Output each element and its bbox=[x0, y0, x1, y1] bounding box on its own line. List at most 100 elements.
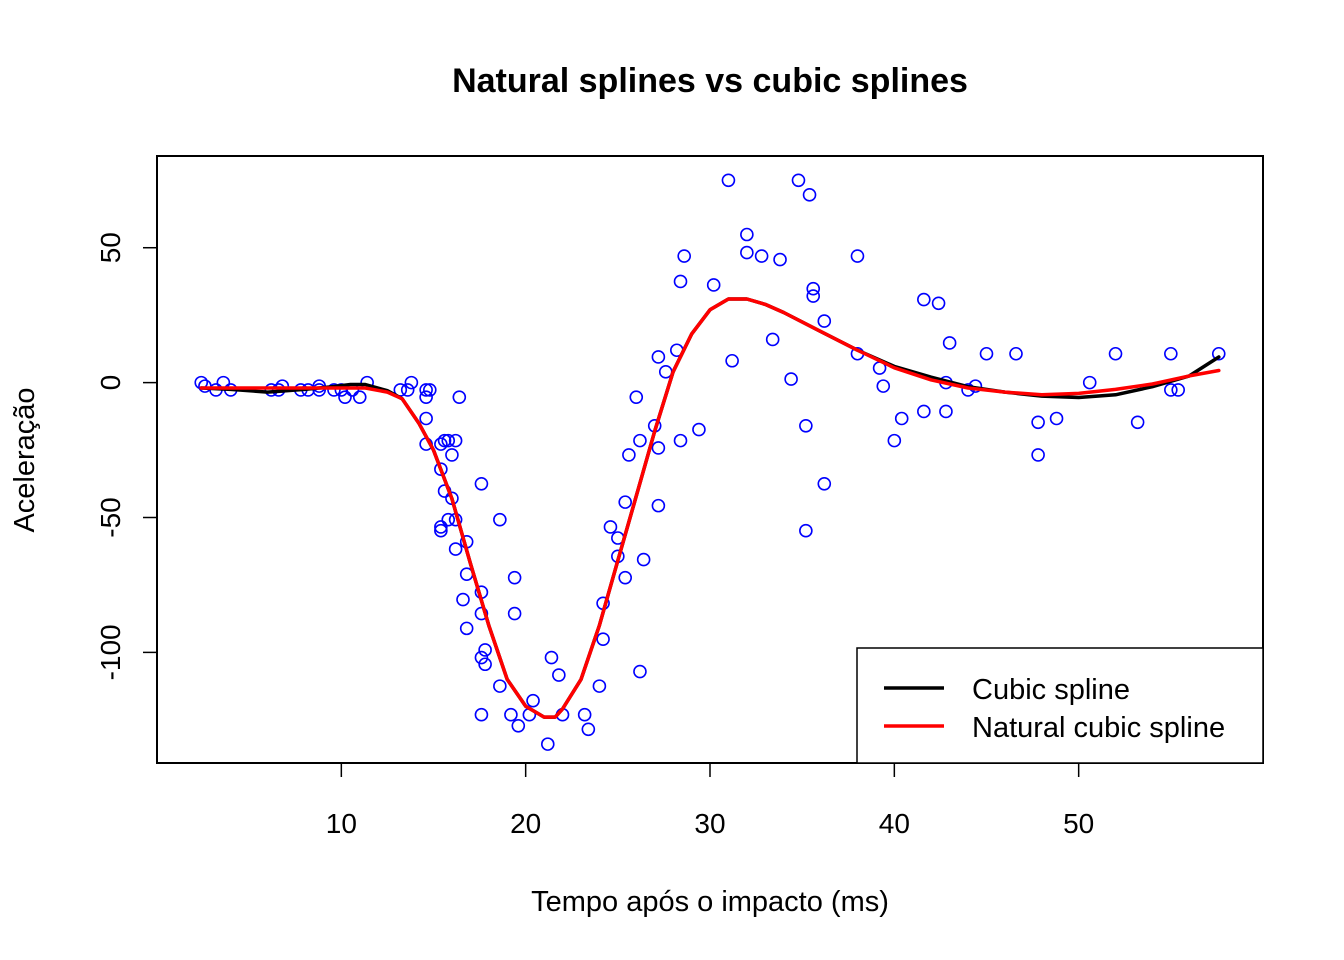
data-point bbox=[327, 383, 341, 397]
legend: Cubic spline Natural cubic spline bbox=[856, 647, 1264, 764]
data-point bbox=[474, 650, 489, 665]
data-point bbox=[1171, 383, 1186, 397]
data-point bbox=[651, 441, 666, 455]
data-point bbox=[441, 433, 456, 448]
data-point bbox=[651, 498, 666, 513]
data-point bbox=[658, 365, 673, 379]
data-point bbox=[850, 249, 865, 263]
data-point bbox=[806, 281, 821, 296]
data-point bbox=[592, 679, 607, 693]
data-point bbox=[802, 188, 817, 202]
data-point bbox=[887, 433, 902, 448]
legend-label-natural-cubic-spline: Natural cubic spline bbox=[972, 712, 1225, 744]
data-point bbox=[352, 390, 367, 404]
data-point bbox=[596, 632, 610, 646]
data-point bbox=[894, 411, 909, 426]
chart-title: Natural splines vs cubic splines bbox=[452, 62, 968, 100]
data-point bbox=[400, 383, 415, 397]
data-point bbox=[448, 433, 463, 448]
data-point bbox=[493, 512, 507, 527]
legend-label-cubic-spline: Cubic spline bbox=[972, 674, 1130, 706]
data-point bbox=[419, 383, 433, 397]
data-point bbox=[721, 173, 736, 188]
data-point bbox=[692, 422, 706, 437]
data-point bbox=[917, 404, 931, 419]
data-point bbox=[581, 722, 596, 737]
spline-lines bbox=[199, 297, 1221, 719]
data-point bbox=[504, 707, 518, 722]
data-point bbox=[806, 289, 821, 303]
data-point bbox=[419, 411, 433, 426]
data-point bbox=[636, 552, 651, 567]
data-point bbox=[740, 245, 754, 260]
data-point bbox=[526, 693, 540, 708]
y-tick-label: -50 bbox=[95, 497, 126, 537]
data-point bbox=[434, 437, 448, 451]
data-point bbox=[434, 520, 448, 534]
data-point bbox=[1031, 415, 1045, 430]
data-point bbox=[478, 657, 492, 672]
data-point bbox=[618, 495, 633, 509]
data-point bbox=[577, 707, 592, 722]
data-point bbox=[1211, 346, 1226, 361]
y-tick-label: 0 bbox=[95, 375, 126, 391]
data-point bbox=[917, 292, 931, 307]
data-point bbox=[474, 606, 489, 621]
data-point bbox=[622, 448, 636, 462]
data-point bbox=[1164, 346, 1178, 361]
data-point bbox=[338, 390, 352, 404]
data-point bbox=[404, 375, 419, 390]
data-point bbox=[507, 570, 522, 585]
data-point bbox=[1130, 415, 1145, 430]
data-point bbox=[1009, 346, 1023, 361]
data-point bbox=[942, 336, 957, 350]
data-point bbox=[706, 278, 721, 292]
data-point bbox=[1031, 448, 1045, 462]
data-point bbox=[511, 718, 526, 733]
data-point bbox=[434, 523, 448, 538]
data-point bbox=[673, 433, 688, 448]
data-point bbox=[474, 707, 489, 722]
data-point bbox=[677, 249, 691, 263]
data-point bbox=[817, 314, 832, 328]
data-point bbox=[544, 650, 559, 665]
data-point bbox=[419, 390, 433, 404]
x-tick-label: 40 bbox=[879, 808, 910, 839]
data-point bbox=[931, 296, 946, 311]
data-point bbox=[474, 476, 489, 491]
data-point bbox=[633, 664, 647, 679]
data-point bbox=[198, 379, 212, 393]
data-point bbox=[754, 249, 769, 263]
data-point bbox=[507, 606, 522, 621]
x-axis-label: Tempo após o impacto (ms) bbox=[531, 886, 889, 918]
x-tick-label: 10 bbox=[326, 808, 357, 839]
legend-box bbox=[856, 647, 1264, 764]
x-axis: 10 20 30 40 50 bbox=[326, 762, 1094, 839]
data-point bbox=[1049, 411, 1064, 426]
data-point bbox=[423, 383, 437, 397]
x-tick-label: 50 bbox=[1063, 808, 1094, 839]
data-point bbox=[673, 274, 688, 289]
data-point bbox=[791, 173, 806, 188]
data-point bbox=[765, 332, 780, 347]
data-point bbox=[493, 679, 507, 693]
data-point bbox=[629, 390, 644, 404]
y-tick-label: -100 bbox=[95, 624, 126, 680]
data-point bbox=[441, 512, 456, 527]
data-point bbox=[799, 418, 813, 433]
y-axis-label: Aceleração bbox=[9, 387, 41, 532]
data-point bbox=[799, 523, 813, 538]
data-point bbox=[773, 252, 787, 267]
data-point bbox=[448, 542, 463, 556]
data-point bbox=[1108, 346, 1123, 361]
data-point bbox=[459, 621, 474, 636]
data-point bbox=[817, 476, 832, 491]
data-point bbox=[740, 227, 754, 242]
data-point bbox=[540, 737, 555, 751]
data-point bbox=[784, 372, 798, 386]
data-point bbox=[633, 433, 647, 448]
data-point bbox=[456, 592, 470, 607]
data-point bbox=[979, 346, 994, 361]
data-point bbox=[876, 379, 891, 393]
data-point bbox=[437, 433, 452, 448]
